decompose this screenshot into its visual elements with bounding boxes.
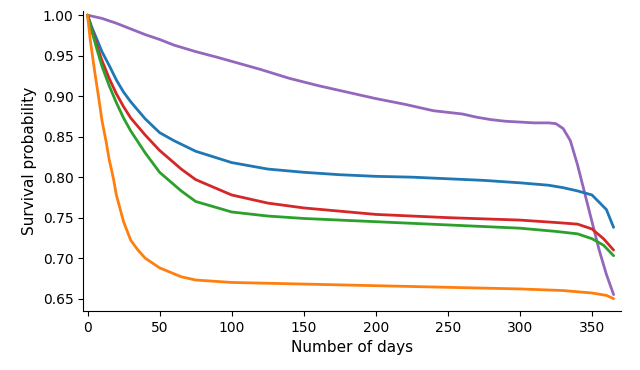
X-axis label: Number of days: Number of days xyxy=(291,340,413,355)
Y-axis label: Survival probability: Survival probability xyxy=(22,87,37,235)
